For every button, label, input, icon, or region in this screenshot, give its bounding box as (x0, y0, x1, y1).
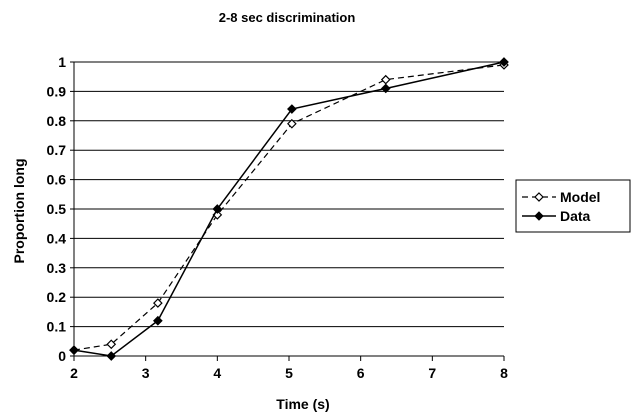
data-point-data (69, 345, 79, 355)
data-point-model (380, 74, 391, 85)
y-tick-label: 1 (58, 54, 66, 70)
x-tick-label: 5 (285, 365, 293, 381)
x-tick-label: 8 (500, 365, 508, 381)
series-layer (69, 57, 509, 361)
legend-data-marker (534, 211, 544, 221)
y-tick-label: 0.9 (47, 83, 67, 99)
data-point-data (499, 57, 509, 67)
x-tick-labels: 2 3 4 5 6 7 8 (70, 365, 508, 381)
y-tick-label: 0.5 (47, 201, 67, 217)
data-point-data (106, 351, 117, 361)
x-tick-label: 4 (213, 365, 221, 381)
data-point-data (153, 315, 163, 326)
y-tick-label: 0.1 (47, 319, 67, 335)
grid (74, 61, 504, 328)
data-point-model (106, 339, 117, 350)
y-tick-label: 0.8 (47, 113, 67, 129)
chart-title: 2-8 sec discrimination (219, 10, 356, 25)
y-tick-label: 0.6 (47, 172, 67, 188)
x-tick-label: 2 (70, 365, 78, 381)
y-tick-labels: 0 0.1 0.2 0.3 0.4 0.5 0.6 0.7 0.8 0.9 1 (47, 54, 67, 364)
axes (70, 61, 505, 361)
y-tick-label: 0.4 (47, 230, 67, 246)
x-tick-label: 3 (142, 365, 150, 381)
x-axis-label: Time (s) (276, 396, 329, 412)
legend-box (515, 179, 631, 233)
x-tick-label: 7 (428, 365, 436, 381)
legend-model-marker (534, 192, 544, 202)
data-point-data (287, 104, 297, 114)
y-axis-label: Proportion long (11, 159, 27, 264)
data-point-model (153, 298, 163, 308)
y-tick-label: 0.3 (47, 260, 67, 276)
data-point-data (212, 204, 223, 214)
data-point-model (287, 118, 297, 129)
legend: Model Data (515, 179, 631, 233)
y-tick-label: 0.2 (47, 289, 67, 305)
y-tick-label: 0 (58, 348, 66, 364)
legend-model-label: Model (560, 189, 600, 205)
x-tick-label: 6 (357, 365, 365, 381)
legend-data-label: Data (560, 208, 591, 224)
data-point-data (380, 83, 391, 94)
y-tick-label: 0.7 (47, 142, 67, 158)
